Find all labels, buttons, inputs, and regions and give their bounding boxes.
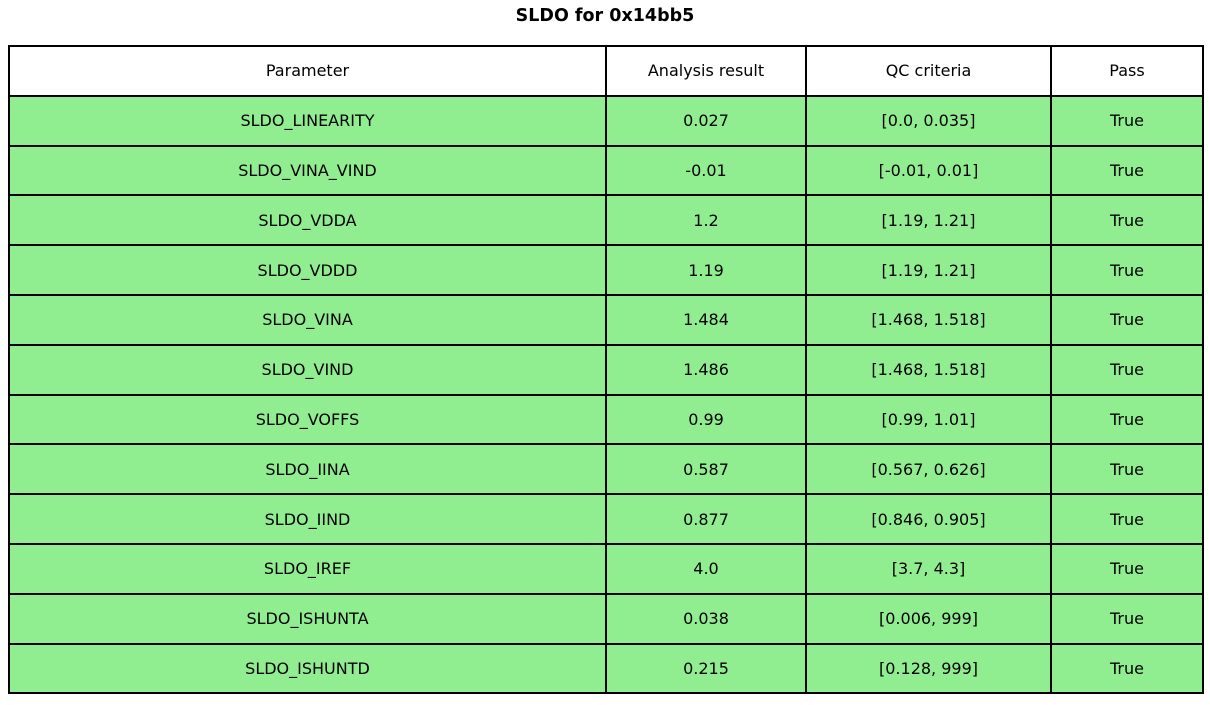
cell-pass: True <box>1050 293 1204 346</box>
cell-pass: True <box>1050 592 1204 645</box>
cell-qc-criteria: [0.0, 0.035] <box>805 94 1052 147</box>
cell-qc-criteria: [0.567, 0.626] <box>805 443 1052 496</box>
cell-analysis-result: 0.038 <box>605 592 807 645</box>
cell-qc-criteria: [0.846, 0.905] <box>805 493 1052 545</box>
cell-analysis-result: 1.486 <box>605 343 807 396</box>
cell-parameter: SLDO_VIND <box>8 343 607 396</box>
table-row: SLDO_VINA_VIND -0.01 [-0.01, 0.01] True <box>8 144 1204 197</box>
table-row: SLDO_VINA 1.484 [1.468, 1.518] True <box>8 293 1204 346</box>
cell-qc-criteria: [-0.01, 0.01] <box>805 144 1052 197</box>
table-row: SLDO_ISHUNTD 0.215 [0.128, 999] True <box>8 642 1204 695</box>
cell-pass: True <box>1050 493 1204 545</box>
cell-analysis-result: 0.99 <box>605 393 807 446</box>
cell-pass: True <box>1050 443 1204 496</box>
cell-parameter: SLDO_ISHUNTD <box>8 642 607 695</box>
cell-analysis-result: 0.587 <box>605 443 807 496</box>
table-row: SLDO_VDDA 1.2 [1.19, 1.21] True <box>8 194 1204 247</box>
cell-qc-criteria: [0.99, 1.01] <box>805 393 1052 446</box>
table-header: Parameter Analysis result QC criteria Pa… <box>8 45 1204 97</box>
table-row: SLDO_VOFFS 0.99 [0.99, 1.01] True <box>8 393 1204 446</box>
cell-analysis-result: 1.484 <box>605 293 807 346</box>
table-row: SLDO_LINEARITY 0.027 [0.0, 0.035] True <box>8 94 1204 147</box>
cell-qc-criteria: [0.128, 999] <box>805 642 1052 695</box>
table-row: SLDO_VDDD 1.19 [1.19, 1.21] True <box>8 244 1204 296</box>
cell-analysis-result: 0.027 <box>605 94 807 147</box>
column-header-qc-criteria: QC criteria <box>805 45 1052 97</box>
cell-analysis-result: 1.2 <box>605 194 807 247</box>
cell-parameter: SLDO_IINA <box>8 443 607 496</box>
cell-parameter: SLDO_ISHUNTA <box>8 592 607 645</box>
cell-pass: True <box>1050 94 1204 147</box>
cell-pass: True <box>1050 194 1204 247</box>
cell-parameter: SLDO_VDDA <box>8 194 607 247</box>
cell-parameter: SLDO_VOFFS <box>8 393 607 446</box>
cell-analysis-result: 4.0 <box>605 542 807 595</box>
cell-analysis-result: 0.877 <box>605 493 807 545</box>
header-row: Parameter Analysis result QC criteria Pa… <box>8 45 1204 97</box>
table-row: SLDO_IIND 0.877 [0.846, 0.905] True <box>8 493 1204 545</box>
column-header-pass: Pass <box>1050 45 1204 97</box>
table-row: SLDO_IREF 4.0 [3.7, 4.3] True <box>8 542 1204 595</box>
cell-qc-criteria: [0.006, 999] <box>805 592 1052 645</box>
cell-parameter: SLDO_VINA <box>8 293 607 346</box>
qc-results-table: Parameter Analysis result QC criteria Pa… <box>8 45 1204 695</box>
table-row: SLDO_VIND 1.486 [1.468, 1.518] True <box>8 343 1204 396</box>
cell-pass: True <box>1050 343 1204 396</box>
cell-pass: True <box>1050 144 1204 197</box>
cell-qc-criteria: [3.7, 4.3] <box>805 542 1052 595</box>
cell-qc-criteria: [1.19, 1.21] <box>805 194 1052 247</box>
table-body: SLDO_LINEARITY 0.027 [0.0, 0.035] True S… <box>8 94 1204 695</box>
cell-parameter: SLDO_IREF <box>8 542 607 595</box>
cell-pass: True <box>1050 642 1204 695</box>
cell-pass: True <box>1050 542 1204 595</box>
cell-pass: True <box>1050 393 1204 446</box>
cell-qc-criteria: [1.468, 1.518] <box>805 343 1052 396</box>
cell-analysis-result: -0.01 <box>605 144 807 197</box>
chart-title: SLDO for 0x14bb5 <box>515 6 695 26</box>
cell-analysis-result: 1.19 <box>605 244 807 296</box>
cell-qc-criteria: [1.468, 1.518] <box>805 293 1052 346</box>
column-header-analysis-result: Analysis result <box>605 45 807 97</box>
table-row: SLDO_ISHUNTA 0.038 [0.006, 999] True <box>8 592 1204 645</box>
cell-parameter: SLDO_IIND <box>8 493 607 545</box>
cell-parameter: SLDO_VINA_VIND <box>8 144 607 197</box>
column-header-parameter: Parameter <box>8 45 607 97</box>
cell-qc-criteria: [1.19, 1.21] <box>805 244 1052 296</box>
table-row: SLDO_IINA 0.587 [0.567, 0.626] True <box>8 443 1204 496</box>
cell-parameter: SLDO_LINEARITY <box>8 94 607 147</box>
cell-analysis-result: 0.215 <box>605 642 807 695</box>
cell-pass: True <box>1050 244 1204 296</box>
cell-parameter: SLDO_VDDD <box>8 244 607 296</box>
